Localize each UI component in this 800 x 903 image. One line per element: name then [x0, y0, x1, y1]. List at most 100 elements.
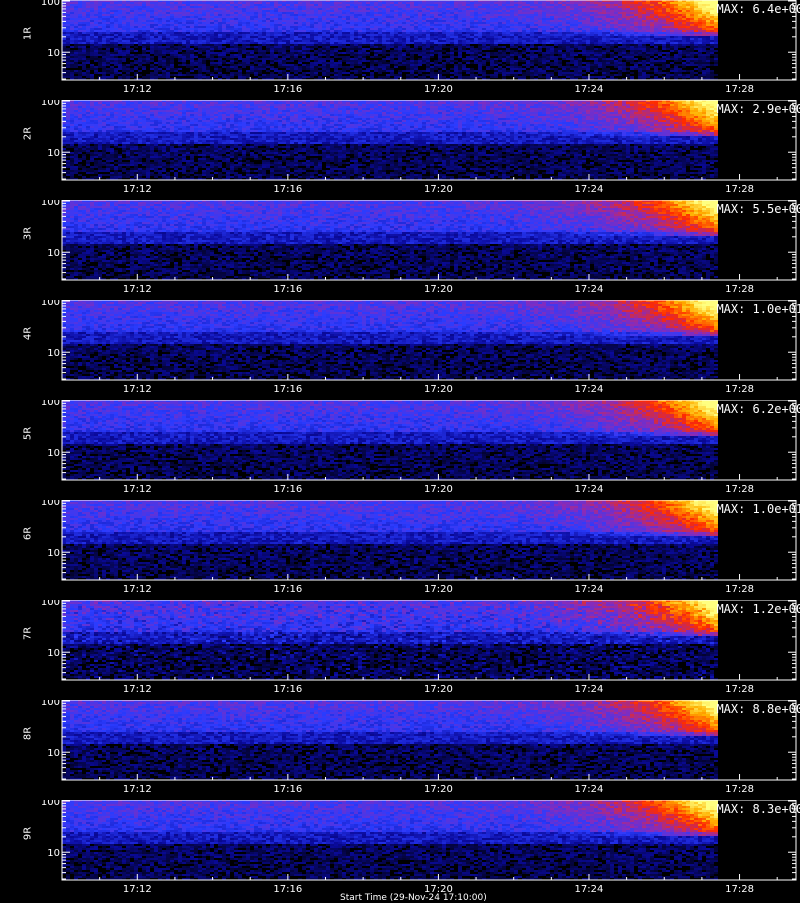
heatmap-cell: [598, 2, 602, 4]
heatmap-cell: [194, 8, 198, 10]
heatmap-cell: [470, 62, 474, 64]
heatmap-cell: [590, 52, 594, 54]
heatmap-cell: [434, 26, 438, 28]
heatmap-cell: [254, 62, 258, 64]
heatmap-cell: [278, 46, 282, 48]
heatmap-cell: [306, 46, 310, 48]
heatmap-cell: [262, 74, 266, 76]
heatmap-cell: [86, 24, 90, 26]
heatmap-cell: [114, 46, 118, 48]
heatmap-cell: [366, 28, 370, 30]
heatmap-cell: [434, 36, 438, 38]
heatmap-cell: [166, 12, 170, 14]
heatmap-cell: [218, 28, 222, 30]
heatmap-cell: [230, 12, 234, 14]
heatmap-cell: [282, 58, 286, 60]
heatmap-cell: [598, 70, 602, 72]
heatmap-cell: [90, 40, 94, 42]
heatmap-cell: [518, 20, 522, 22]
heatmap-cell: [438, 38, 442, 40]
heatmap-cell: [138, 62, 142, 64]
heatmap-cell: [162, 50, 166, 52]
heatmap-cell: [386, 70, 390, 72]
heatmap-cell: [90, 78, 94, 80]
heatmap-cell: [142, 40, 146, 42]
heatmap-cell: [594, 24, 598, 26]
heatmap-cell: [274, 74, 278, 76]
heatmap-cell: [390, 2, 394, 4]
heatmap-cell: [130, 36, 134, 38]
heatmap-cell: [514, 50, 518, 52]
heatmap-cell: [86, 10, 90, 12]
heatmap-cell: [154, 8, 158, 10]
heatmap-cell: [438, 6, 442, 8]
heatmap-cell: [130, 42, 134, 44]
heatmap-cell: [222, 6, 226, 8]
heatmap-cell: [582, 22, 586, 24]
heatmap-cell: [66, 36, 70, 38]
heatmap-cell: [358, 40, 362, 42]
heatmap-cell: [174, 16, 178, 18]
heatmap-cell: [318, 76, 322, 78]
heatmap-cell: [294, 8, 298, 10]
heatmap-cell: [306, 48, 310, 50]
heatmap-cell: [534, 30, 538, 32]
heatmap-cell: [238, 56, 242, 58]
heatmap-cell: [282, 14, 286, 16]
heatmap-cell: [578, 68, 582, 70]
heatmap-cell: [74, 24, 78, 26]
heatmap-cell: [118, 26, 122, 28]
heatmap-cell: [146, 2, 150, 4]
heatmap-cell: [322, 42, 326, 44]
heatmap-cell: [70, 62, 74, 64]
heatmap-cell: [346, 6, 350, 8]
heatmap-cell: [382, 52, 386, 54]
heatmap-cell: [138, 36, 142, 38]
heatmap-cell: [130, 24, 134, 26]
heatmap-cell: [526, 18, 530, 20]
heatmap-cell: [342, 26, 346, 28]
heatmap-cell: [306, 18, 310, 20]
heatmap-cell: [334, 0, 338, 2]
heatmap-cell: [446, 72, 450, 74]
heatmap-cell: [494, 20, 498, 22]
heatmap-cell: [94, 68, 98, 70]
heatmap-cell: [166, 46, 170, 48]
heatmap-cell: [270, 60, 274, 62]
heatmap-cell: [374, 34, 378, 36]
heatmap-cell: [550, 28, 554, 30]
heatmap-cell: [82, 58, 86, 60]
heatmap-cell: [458, 42, 462, 44]
heatmap-cell: [350, 48, 354, 50]
heatmap-cell: [446, 12, 450, 14]
heatmap-cell: [590, 66, 594, 68]
heatmap-cell: [170, 36, 174, 38]
heatmap-cell: [478, 36, 482, 38]
heatmap-cell: [66, 2, 70, 4]
heatmap-cell: [122, 6, 126, 8]
heatmap-cell: [146, 30, 150, 32]
heatmap-cell: [142, 78, 146, 80]
heatmap-cell: [190, 78, 194, 80]
heatmap-cell: [406, 46, 410, 48]
heatmap-cell: [146, 46, 150, 48]
heatmap-cell: [386, 24, 390, 26]
heatmap-cell: [614, 4, 618, 6]
heatmap-cell: [82, 18, 86, 20]
heatmap-cell: [414, 6, 418, 8]
heatmap-cell: [214, 2, 218, 4]
heatmap-cell: [226, 32, 230, 34]
heatmap-cell: [82, 26, 86, 28]
heatmap-cell: [566, 72, 570, 74]
heatmap-cell: [218, 64, 222, 66]
heatmap-cell: [574, 12, 578, 14]
heatmap-cell: [178, 26, 182, 28]
heatmap-cell: [278, 28, 282, 30]
heatmap-cell: [358, 62, 362, 64]
heatmap-cell: [566, 42, 570, 44]
heatmap-cell: [70, 64, 74, 66]
heatmap-cell: [110, 56, 114, 58]
heatmap-cell: [334, 6, 338, 8]
heatmap-cell: [478, 20, 482, 22]
heatmap-cell: [534, 8, 538, 10]
